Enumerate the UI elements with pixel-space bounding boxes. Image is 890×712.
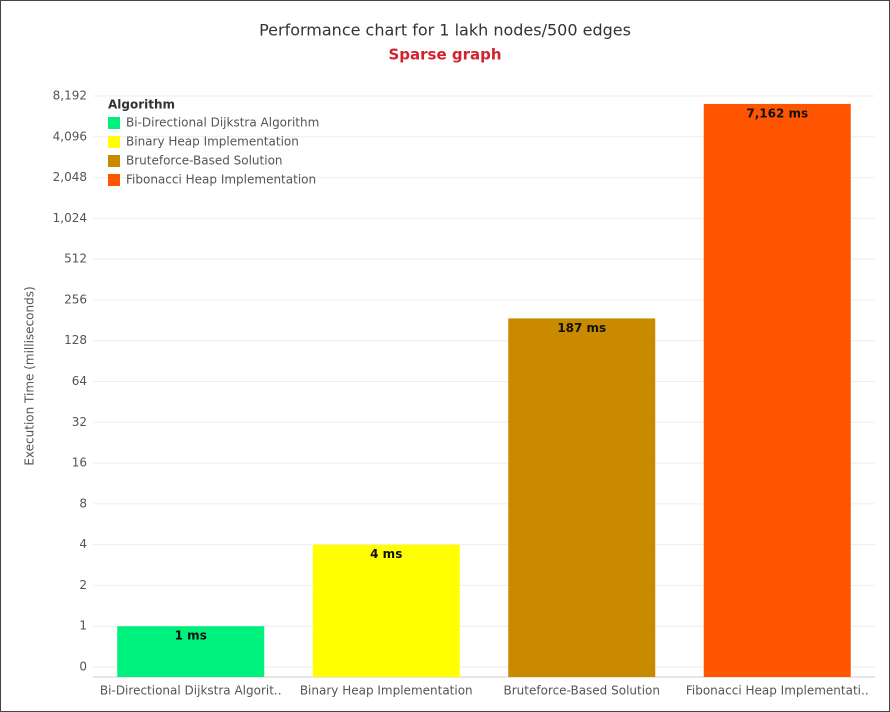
y-tick-label: 8,192	[53, 89, 87, 103]
chart-subtitle: Sparse graph	[388, 46, 501, 64]
legend-label: Bi-Directional Dijkstra Algorithm	[126, 116, 319, 130]
legend-swatch	[108, 155, 120, 167]
legend-swatch	[108, 174, 120, 186]
x-tick-label: Bruteforce-Based Solution	[503, 684, 660, 698]
y-tick-label: 1	[79, 619, 87, 633]
bar	[312, 544, 460, 677]
legend-title: Algorithm	[108, 98, 175, 112]
bar	[508, 318, 656, 677]
legend-swatch	[108, 117, 120, 129]
y-tick-label: 128	[64, 333, 87, 347]
y-tick-label: 512	[64, 252, 87, 266]
x-tick-label: Bi-Directional Dijkstra Algorit..	[100, 684, 282, 698]
y-tick-label: 8	[79, 496, 87, 510]
y-tick-label: 1,024	[53, 211, 87, 225]
x-tick-label: Fibonacci Heap Implementati..	[686, 684, 869, 698]
y-tick-label: 16	[72, 456, 87, 470]
chart-title: Performance chart for 1 lakh nodes/500 e…	[259, 21, 631, 40]
y-tick-label: 0	[79, 660, 87, 674]
value-label: 4 ms	[370, 547, 402, 561]
x-tick-label: Binary Heap Implementation	[300, 684, 473, 698]
value-label: 187 ms	[557, 321, 606, 335]
legend-label: Fibonacci Heap Implementation	[126, 173, 316, 187]
y-tick-label: 256	[64, 292, 87, 306]
y-tick-label: 4,096	[53, 129, 87, 143]
value-label: 1 ms	[175, 629, 207, 643]
y-tick-label: 2,048	[53, 170, 87, 184]
y-tick-label: 2	[79, 578, 87, 592]
bar	[703, 103, 851, 678]
y-tick-label: 64	[72, 374, 87, 388]
y-tick-label: 32	[72, 415, 87, 429]
bar	[117, 626, 265, 677]
legend-label: Binary Heap Implementation	[126, 135, 299, 149]
legend-swatch	[108, 136, 120, 148]
legend-label: Bruteforce-Based Solution	[126, 154, 283, 168]
value-label: 7,162 ms	[746, 106, 808, 120]
y-tick-label: 4	[79, 537, 87, 551]
y-axis-label: Execution Time (milliseconds)	[23, 286, 37, 465]
